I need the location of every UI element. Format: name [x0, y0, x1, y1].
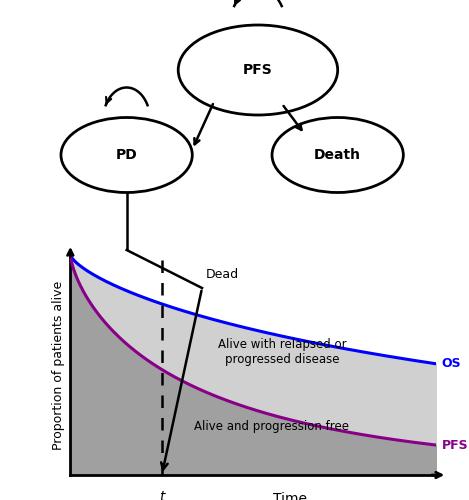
Text: PFS: PFS — [442, 438, 468, 452]
Text: Dead: Dead — [206, 268, 239, 281]
Text: Alive and progression free: Alive and progression free — [194, 420, 349, 433]
Ellipse shape — [272, 118, 403, 192]
Text: OS: OS — [442, 358, 461, 370]
Y-axis label: Proportion of patients alive: Proportion of patients alive — [52, 280, 65, 450]
Text: t: t — [159, 490, 165, 500]
Text: PD: PD — [116, 148, 137, 162]
Ellipse shape — [178, 25, 338, 115]
Text: Time: Time — [273, 492, 307, 500]
Text: PFS: PFS — [243, 63, 273, 77]
Text: Alive with relapsed or
progressed disease: Alive with relapsed or progressed diseas… — [218, 338, 347, 366]
Text: Death: Death — [314, 148, 361, 162]
Ellipse shape — [61, 118, 192, 192]
